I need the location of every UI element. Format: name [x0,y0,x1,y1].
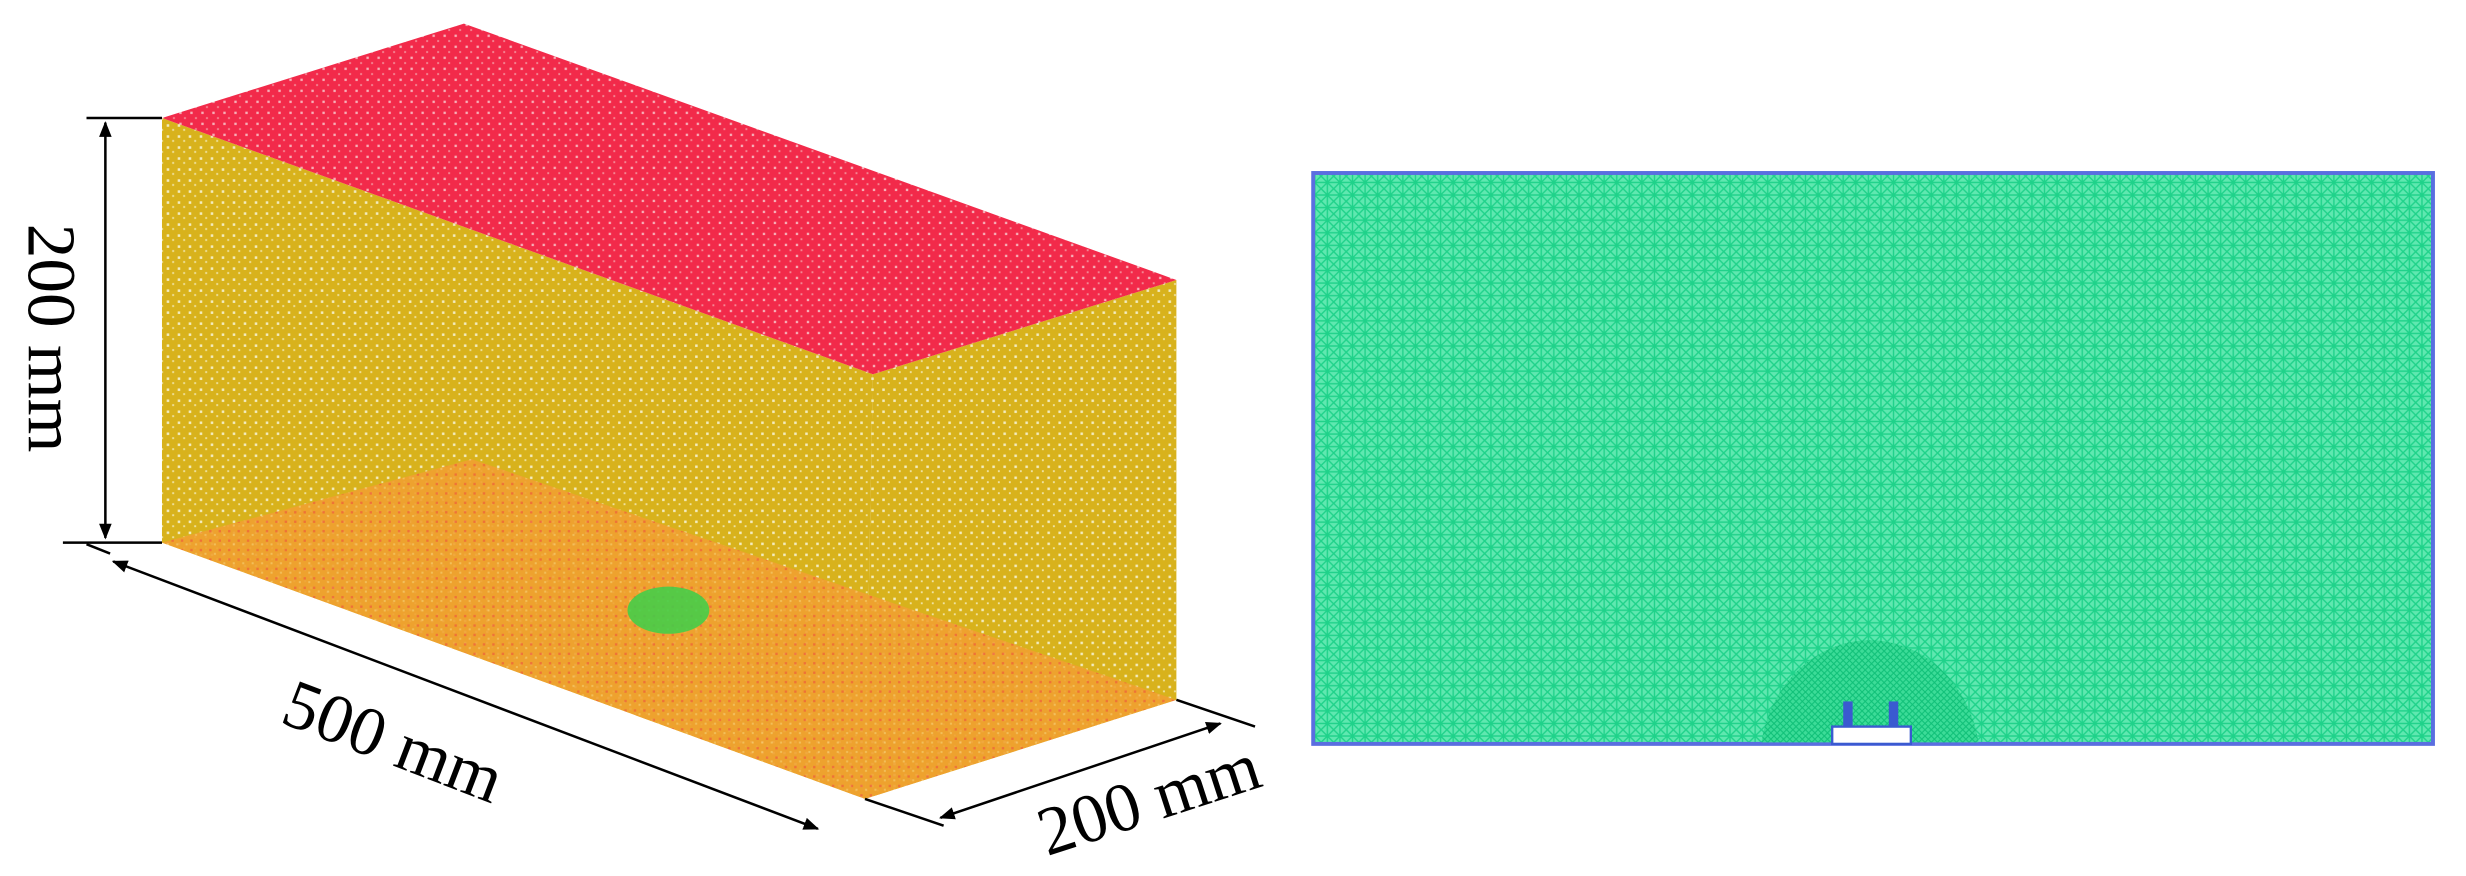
source-region [627,586,710,634]
electrode [1843,701,1853,727]
electrode [1888,701,1899,727]
extension-line [86,542,111,555]
dimension-lines [62,116,1256,830]
electrode-base [1831,725,1913,746]
top-face [161,23,1177,375]
mesh-2d [1311,171,2435,746]
width-arrow [938,722,1222,820]
extension-line [864,797,945,827]
height-label: 200 mm [13,224,90,453]
extension-line [1175,698,1256,728]
length-label: 500 mm [273,664,514,818]
length-arrow [111,560,820,830]
refined-region [1761,640,1979,743]
